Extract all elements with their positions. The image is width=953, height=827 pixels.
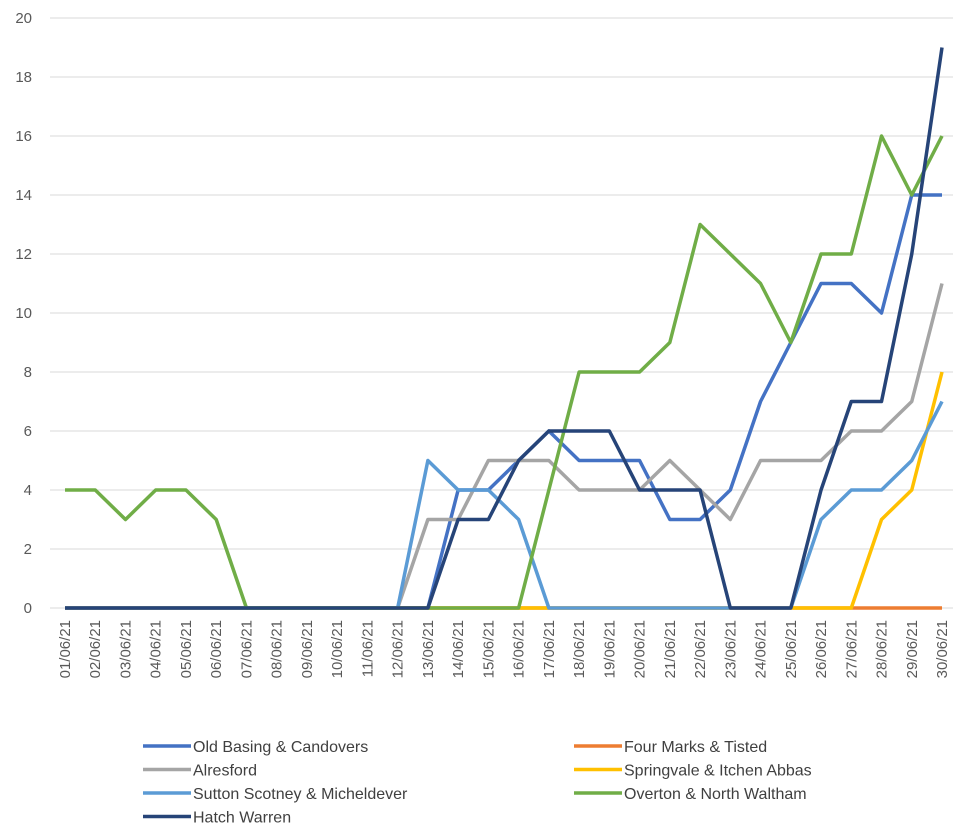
x-tick-label: 16/06/21 bbox=[511, 620, 528, 678]
x-tick-label: 30/06/21 bbox=[934, 620, 951, 678]
x-tick-label: 27/06/21 bbox=[843, 620, 860, 678]
x-tick-label: 19/06/21 bbox=[601, 620, 618, 678]
x-tick-label: 07/06/21 bbox=[238, 620, 255, 678]
x-tick-label: 06/06/21 bbox=[208, 620, 225, 678]
x-tick-label: 05/06/21 bbox=[178, 620, 195, 678]
y-tick-label: 12 bbox=[15, 246, 32, 263]
x-tick-label: 24/06/21 bbox=[753, 620, 770, 678]
x-tick-label: 04/06/21 bbox=[148, 620, 165, 678]
y-tick-label: 16 bbox=[15, 128, 32, 145]
y-tick-label: 10 bbox=[15, 305, 32, 322]
legend-label: Old Basing & Candovers bbox=[193, 739, 368, 756]
x-tick-label: 10/06/21 bbox=[329, 620, 346, 678]
x-tick-label: 11/06/21 bbox=[359, 620, 376, 677]
x-tick-label: 03/06/21 bbox=[117, 620, 134, 678]
x-tick-label: 26/06/21 bbox=[813, 620, 830, 678]
series-line bbox=[65, 134, 944, 610]
x-tick-label: 28/06/21 bbox=[874, 620, 891, 678]
x-tick-label: 25/06/21 bbox=[783, 620, 800, 678]
legend-label: Four Marks & Tisted bbox=[624, 739, 767, 756]
x-tick-label: 13/06/21 bbox=[420, 620, 437, 678]
legend-label: Overton & North Waltham bbox=[624, 786, 807, 803]
series-line bbox=[65, 400, 944, 610]
x-tick-label: 15/06/21 bbox=[480, 620, 497, 678]
x-tick-label: 14/06/21 bbox=[450, 620, 467, 678]
y-tick-label: 0 bbox=[24, 600, 32, 617]
y-tick-label: 18 bbox=[15, 69, 32, 86]
series-line bbox=[65, 47, 944, 610]
series-line bbox=[65, 283, 944, 610]
y-tick-label: 6 bbox=[24, 423, 32, 440]
x-tick-label: 20/06/21 bbox=[632, 620, 649, 678]
y-tick-label: 8 bbox=[24, 364, 32, 381]
legend-label: Springvale & Itchen Abbas bbox=[624, 763, 812, 780]
x-tick-label: 22/06/21 bbox=[692, 620, 709, 678]
x-tick-label: 17/06/21 bbox=[541, 620, 558, 678]
legend-label: Sutton Scotney & Micheldever bbox=[193, 786, 408, 803]
legend-label: Alresford bbox=[193, 763, 257, 780]
x-tick-label: 01/06/21 bbox=[57, 620, 74, 678]
x-tick-label: 21/06/21 bbox=[662, 620, 679, 678]
y-tick-label: 14 bbox=[15, 187, 32, 204]
x-tick-label: 23/06/21 bbox=[722, 620, 739, 678]
x-tick-label: 09/06/21 bbox=[299, 620, 316, 678]
x-tick-label: 29/06/21 bbox=[904, 620, 921, 678]
y-tick-label: 20 bbox=[15, 10, 32, 27]
legend-label: Hatch Warren bbox=[193, 810, 291, 827]
x-tick-label: 08/06/21 bbox=[269, 620, 286, 678]
y-tick-label: 4 bbox=[24, 482, 32, 499]
x-tick-label: 12/06/21 bbox=[390, 620, 407, 678]
x-tick-label: 18/06/21 bbox=[571, 620, 588, 678]
x-tick-label: 02/06/21 bbox=[87, 620, 104, 678]
y-tick-label: 2 bbox=[24, 541, 32, 558]
